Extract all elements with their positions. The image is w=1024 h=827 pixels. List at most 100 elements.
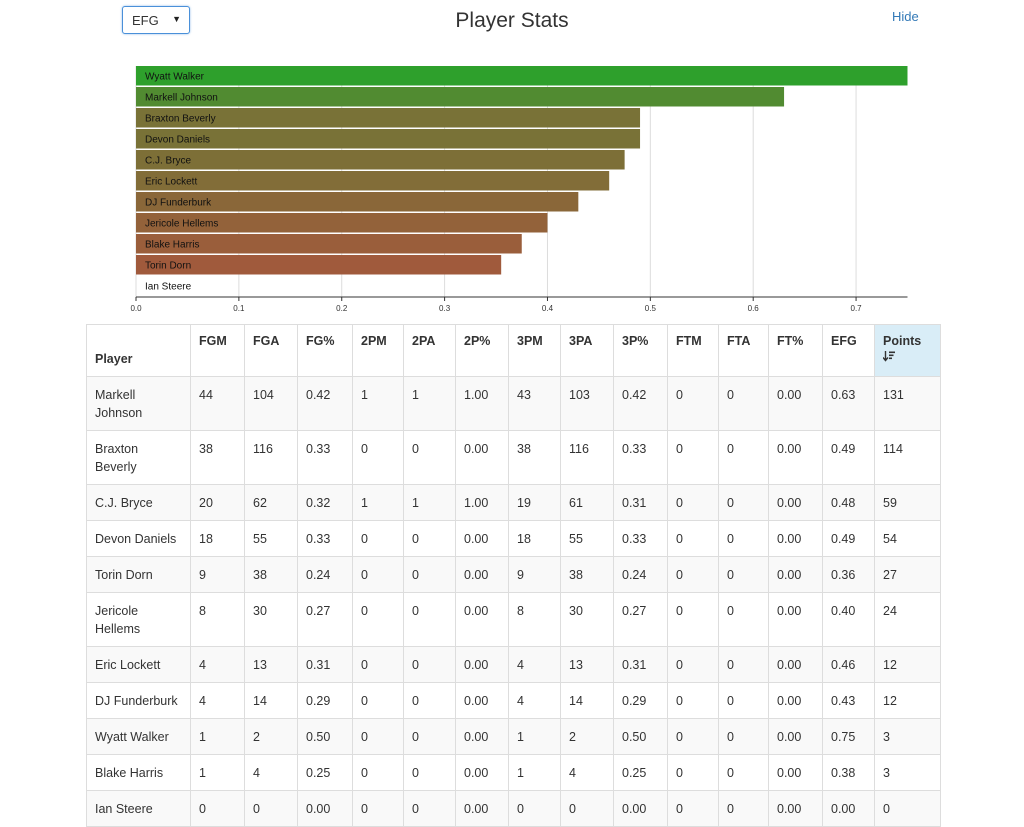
stat-cell: 0.27 xyxy=(297,592,353,647)
stat-cell: 2 xyxy=(560,718,614,755)
stat-cell: 0.00 xyxy=(768,682,823,719)
table-row: Blake Harris 1 4 0.25 0 0 0.00 1 4 0.25 0 0 0.00 0.38… xyxy=(86,754,941,791)
column-header-2pa[interactable]: 2PA xyxy=(403,324,456,377)
page-title: Player Stats xyxy=(455,9,569,32)
stat-cell: 131 xyxy=(874,376,941,431)
player-stats-table: Player FGM FGA FG% 2PM 2PA 2P% 3PM 3PA 3P% FTM FTA F… xyxy=(86,324,941,827)
stat-cell: 0.33 xyxy=(613,430,668,485)
stat-cell: 0 xyxy=(352,430,404,485)
stat-cell: 18 xyxy=(508,520,561,557)
stat-cell: 30 xyxy=(244,592,298,647)
stat-cell: 61 xyxy=(560,484,614,521)
stat-cell: 0.40 xyxy=(822,592,875,647)
stat-cell: 0 xyxy=(403,592,456,647)
stat-cell: 55 xyxy=(560,520,614,557)
stat-cell: 1 xyxy=(190,754,245,791)
column-header-3p-pct[interactable]: 3P% xyxy=(613,324,668,377)
stat-cell: 0.00 xyxy=(455,430,509,485)
column-header-fgm[interactable]: FGM xyxy=(190,324,245,377)
stat-select[interactable]: EFG ▼ xyxy=(122,6,190,34)
column-header-fga[interactable]: FGA xyxy=(244,324,298,377)
stat-cell: 38 xyxy=(508,430,561,485)
stat-cell: 0.00 xyxy=(297,790,353,827)
stat-cell: 0.75 xyxy=(822,718,875,755)
stat-cell: 0.00 xyxy=(455,754,509,791)
column-header-2pm[interactable]: 2PM xyxy=(352,324,404,377)
stat-cell: 0.24 xyxy=(613,556,668,593)
stat-cell: 0 xyxy=(403,430,456,485)
stat-cell: 14 xyxy=(244,682,298,719)
column-header-2p-pct[interactable]: 2P% xyxy=(455,324,509,377)
stat-cell: 0.33 xyxy=(297,430,353,485)
stat-cell: 0 xyxy=(244,790,298,827)
stat-cell: 1.00 xyxy=(455,376,509,431)
stat-cell: 0 xyxy=(352,754,404,791)
efg-bar-chart: Wyatt Walker Markell Johnson Braxton Bever… xyxy=(130,66,908,313)
column-header-label: 2PM xyxy=(361,334,387,348)
column-header-fg-pct[interactable]: FG% xyxy=(297,324,353,377)
stat-cell: 0.00 xyxy=(455,556,509,593)
stat-cell: 62 xyxy=(244,484,298,521)
bar xyxy=(136,87,785,107)
stat-cell: 0.00 xyxy=(613,790,668,827)
x-tick-label: 0.0 xyxy=(130,304,142,313)
x-tick-label: 0.5 xyxy=(645,304,657,313)
stat-cell: 4 xyxy=(560,754,614,791)
x-tick-label: 0.1 xyxy=(233,304,245,313)
stat-cell: 0 xyxy=(403,790,456,827)
column-header-label: FT% xyxy=(777,334,804,348)
table-row: Jericole Hellems 8 30 0.27 0 0 0.00 8 30 0.27 0 0 0.… xyxy=(86,592,941,647)
stat-cell: 0.25 xyxy=(613,754,668,791)
stat-cell: 0.31 xyxy=(613,484,668,521)
table-row: DJ Funderburk 4 14 0.29 0 0 0.00 4 14 0.29 0 0 0.00 0… xyxy=(86,682,941,719)
stat-cell: 1 xyxy=(508,754,561,791)
column-header-efg[interactable]: EFG xyxy=(822,324,875,377)
stat-cell: 19 xyxy=(508,484,561,521)
stat-cell: 0.00 xyxy=(455,520,509,557)
column-header-3pm[interactable]: 3PM xyxy=(508,324,561,377)
column-header-player[interactable]: Player xyxy=(86,324,191,377)
stat-cell: 0 xyxy=(667,376,719,431)
sort-amount-desc-icon xyxy=(882,351,932,365)
stat-cell: 0.00 xyxy=(455,592,509,647)
stat-cell: 4 xyxy=(508,646,561,683)
column-header-ft-pct[interactable]: FT% xyxy=(768,324,823,377)
stat-cell: 0.00 xyxy=(455,682,509,719)
stat-cell: 0 xyxy=(667,484,719,521)
stat-cell: 0.33 xyxy=(297,520,353,557)
x-tick-label: 0.7 xyxy=(851,304,863,313)
column-header-fta[interactable]: FTA xyxy=(718,324,769,377)
stat-cell: 38 xyxy=(190,430,245,485)
stat-cell: 0 xyxy=(667,556,719,593)
stat-cell: 0.00 xyxy=(822,790,875,827)
column-header-label: FGA xyxy=(253,334,280,348)
stat-cell: 0.49 xyxy=(822,520,875,557)
stat-cell: 0 xyxy=(508,790,561,827)
stat-cell: 43 xyxy=(508,376,561,431)
bar xyxy=(136,255,502,275)
stat-cell: 0.00 xyxy=(768,484,823,521)
stat-cell: 0.31 xyxy=(297,646,353,683)
bar xyxy=(136,129,641,149)
hide-link[interactable]: Hide xyxy=(892,9,919,24)
player-name-cell: C.J. Bryce xyxy=(86,484,191,521)
column-header-3pa[interactable]: 3PA xyxy=(560,324,614,377)
stat-select-value: EFG xyxy=(132,12,159,28)
stat-cell: 0 xyxy=(403,646,456,683)
bar xyxy=(136,108,641,128)
stat-cell: 1 xyxy=(352,376,404,431)
column-header-label: FTM xyxy=(676,334,702,348)
table-row: Ian Steere 0 0 0.00 0 0 0.00 0 0 0.00 0 0 0.00 0.00 0 xyxy=(86,790,941,827)
bar-label: Wyatt Walker xyxy=(145,72,205,83)
stat-cell: 0.00 xyxy=(768,646,823,683)
column-header-label: FG% xyxy=(306,334,335,348)
x-tick-label: 0.2 xyxy=(336,304,348,313)
stat-cell: 12 xyxy=(874,646,941,683)
stat-cell: 3 xyxy=(874,718,941,755)
stat-cell: 0.31 xyxy=(613,646,668,683)
column-header-points[interactable]: Points xyxy=(874,324,941,377)
table-row: Markell Johnson 44 104 0.42 1 1 1.00 43 103 0.42 0… xyxy=(86,376,941,431)
stat-cell: 0.00 xyxy=(768,430,823,485)
stat-cell: 103 xyxy=(560,376,614,431)
column-header-ftm[interactable]: FTM xyxy=(667,324,719,377)
